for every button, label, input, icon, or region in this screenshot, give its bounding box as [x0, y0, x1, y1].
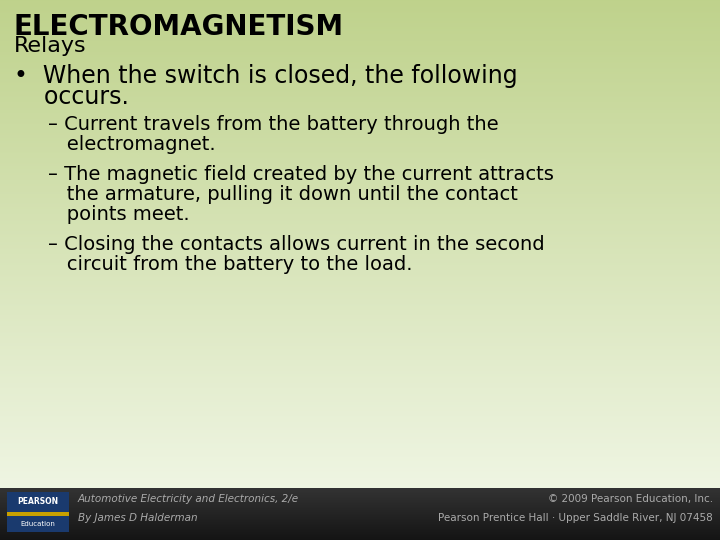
- Text: electromagnet.: electromagnet.: [48, 135, 215, 154]
- Bar: [7, 492, 69, 512]
- Text: circuit from the battery to the load.: circuit from the battery to the load.: [48, 255, 413, 274]
- Text: points meet.: points meet.: [48, 205, 189, 224]
- Text: © 2009 Pearson Education, Inc.: © 2009 Pearson Education, Inc.: [548, 494, 713, 504]
- Text: – Closing the contacts allows current in the second: – Closing the contacts allows current in…: [48, 235, 544, 254]
- Text: occurs.: occurs.: [14, 85, 129, 109]
- Text: •  When the switch is closed, the following: • When the switch is closed, the followi…: [14, 64, 518, 88]
- Bar: [7, 512, 69, 516]
- Text: Relays: Relays: [14, 36, 86, 56]
- Text: PEARSON: PEARSON: [17, 497, 58, 507]
- Text: Automotive Electricity and Electronics, 2/e: Automotive Electricity and Electronics, …: [78, 494, 299, 504]
- Text: Pearson Prentice Hall · Upper Saddle River, NJ 07458: Pearson Prentice Hall · Upper Saddle Riv…: [438, 513, 713, 523]
- Text: By James D Halderman: By James D Halderman: [78, 513, 197, 523]
- Text: the armature, pulling it down until the contact: the armature, pulling it down until the …: [48, 185, 518, 204]
- Text: Education: Education: [21, 521, 55, 527]
- Bar: [7, 516, 69, 532]
- Text: ELECTROMAGNETISM: ELECTROMAGNETISM: [14, 13, 344, 41]
- Text: – The magnetic field created by the current attracts: – The magnetic field created by the curr…: [48, 165, 554, 184]
- Text: – Current travels from the battery through the: – Current travels from the battery throu…: [48, 115, 499, 134]
